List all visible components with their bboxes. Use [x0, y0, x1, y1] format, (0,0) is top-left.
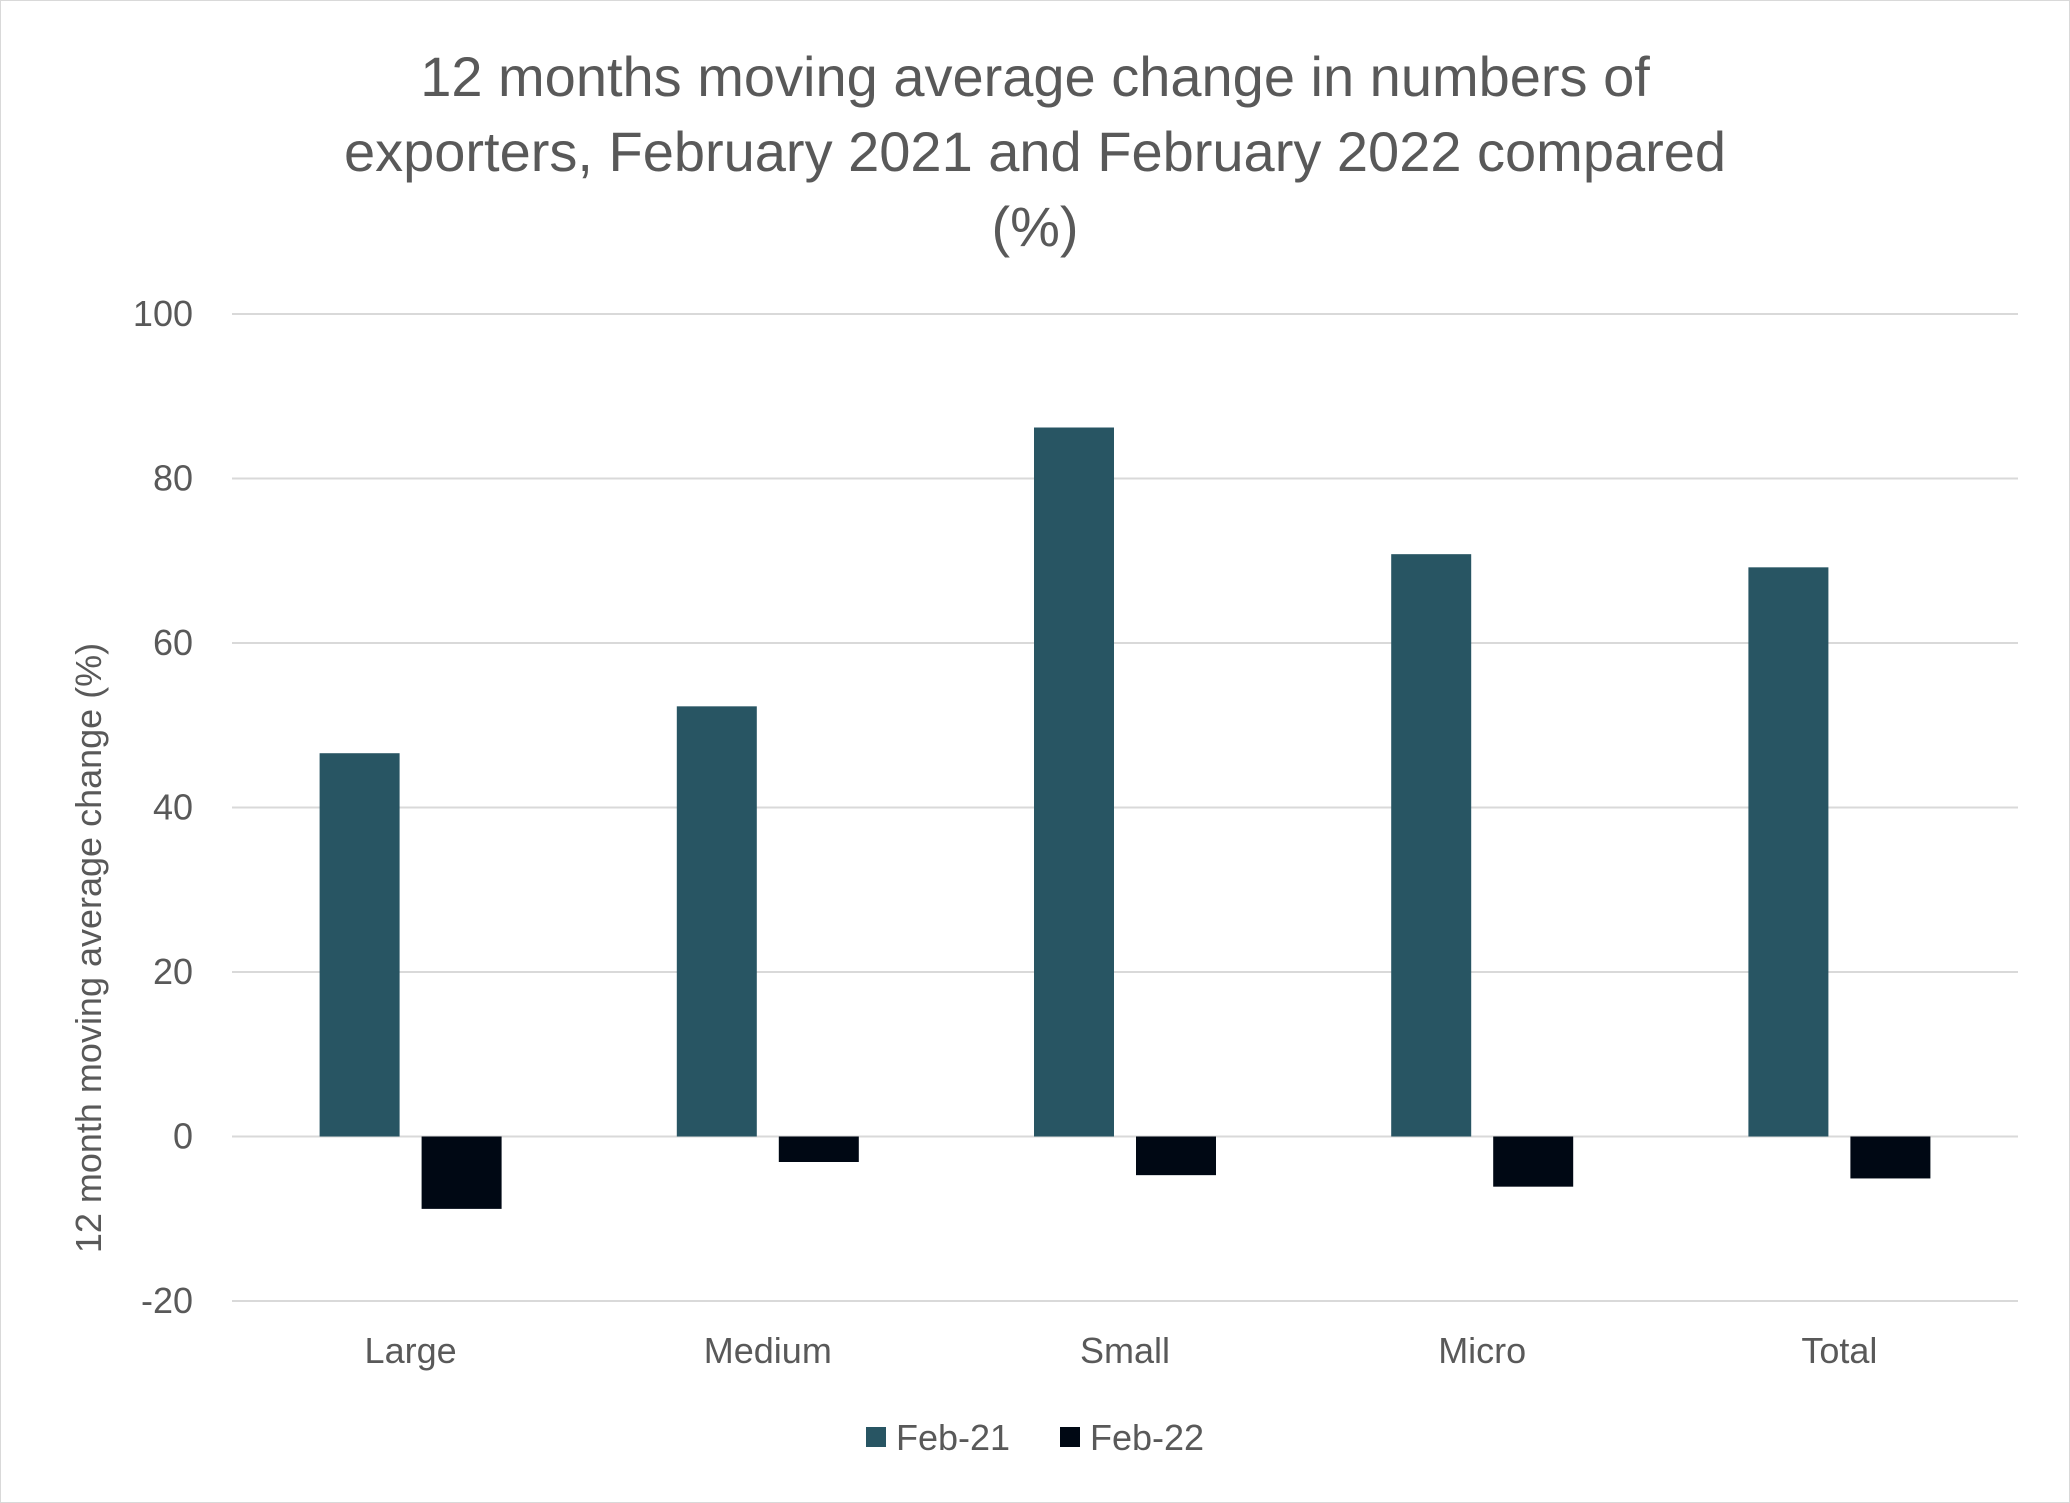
chart-title: 12 months moving average change in numbe… — [344, 45, 1726, 258]
y-tick-label: 20 — [153, 951, 193, 992]
legend-swatch-feb-21 — [866, 1427, 886, 1447]
bar-total-feb-22 — [1850, 1136, 1931, 1179]
chart-title-line-2: exporters, February 2021 and February 20… — [344, 120, 1726, 183]
y-axis-ticks: -20 0 20 40 60 80 100 — [133, 293, 193, 1321]
bar-medium-feb-21 — [676, 706, 757, 1137]
y-tick-label: 40 — [153, 787, 193, 828]
x-tick-label-small: Small — [1080, 1330, 1170, 1371]
x-tick-label-total: Total — [1801, 1330, 1877, 1371]
chart-title-line-1: 12 months moving average change in numbe… — [420, 45, 1650, 108]
y-tick-label: 80 — [153, 458, 193, 499]
legend-swatch-feb-22 — [1060, 1427, 1080, 1447]
legend-label-feb-22: Feb-22 — [1090, 1417, 1204, 1458]
y-axis-title: 12 month moving average change (%) — [68, 643, 109, 1253]
bar-micro-feb-21 — [1391, 554, 1472, 1137]
y-tick-label: 100 — [133, 293, 193, 334]
gridlines — [232, 313, 2018, 1302]
bar-total-feb-21 — [1748, 567, 1829, 1137]
legend: Feb-21 Feb-22 — [866, 1417, 1204, 1458]
legend-label-feb-21: Feb-21 — [896, 1417, 1010, 1458]
bar-large-feb-22 — [421, 1136, 502, 1209]
x-tick-label-micro: Micro — [1438, 1330, 1526, 1371]
bar-large-feb-21 — [319, 753, 400, 1137]
y-tick-label: 0 — [173, 1116, 193, 1157]
x-tick-label-large: Large — [365, 1330, 457, 1371]
bar-micro-feb-22 — [1493, 1136, 1574, 1187]
x-tick-label-medium: Medium — [704, 1330, 832, 1371]
y-tick-label: -20 — [141, 1280, 193, 1321]
bar-small-feb-21 — [1034, 427, 1114, 1137]
bar-small-feb-22 — [1136, 1136, 1216, 1176]
y-tick-label: 60 — [153, 622, 193, 663]
x-axis-ticks: Large Medium Small Micro Total — [365, 1330, 1878, 1371]
bars — [319, 427, 1931, 1209]
bar-medium-feb-22 — [778, 1136, 859, 1162]
chart-title-line-3: (%) — [991, 195, 1078, 258]
